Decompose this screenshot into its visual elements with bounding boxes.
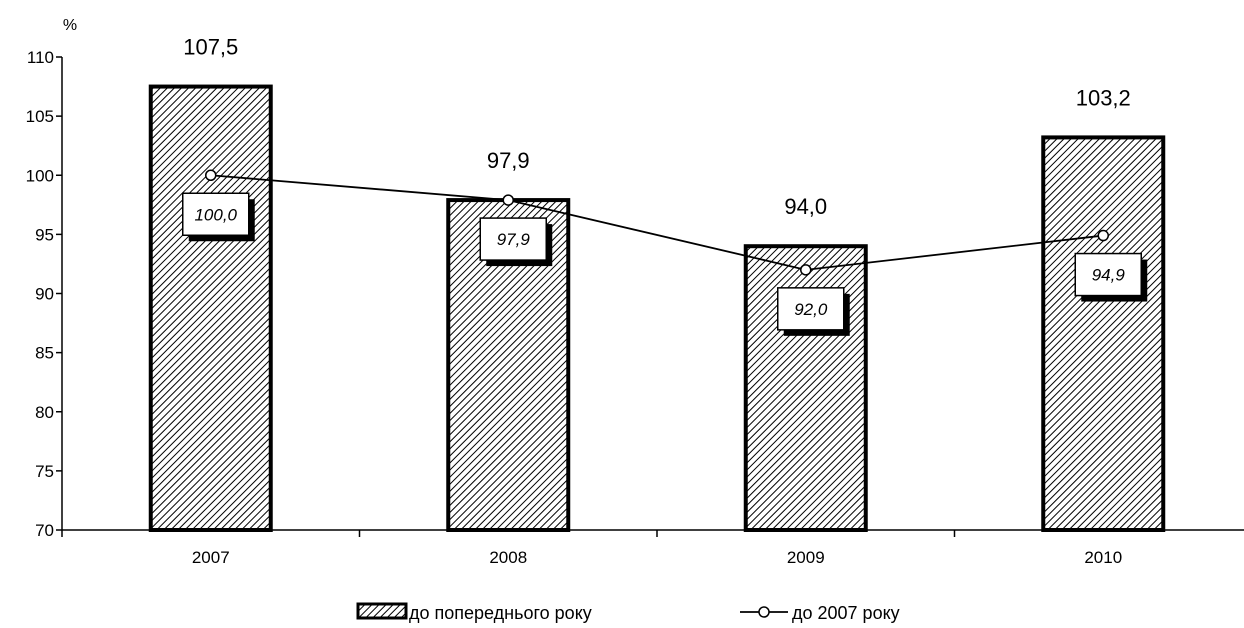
y-tick-label: 105: [26, 107, 54, 126]
y-tick-label: 90: [35, 285, 54, 304]
x-tick-label: 2008: [489, 548, 527, 567]
legend-label-bars: до попереднього року: [409, 603, 592, 623]
line-point-2007: [205, 169, 217, 181]
point-value-label: 97,9: [497, 230, 531, 249]
bar-2010: [1041, 135, 1166, 532]
point-value-label: 92,0: [794, 300, 828, 319]
x-tick-label: 2007: [192, 548, 230, 567]
y-tick-label: 110: [27, 48, 54, 67]
y-tick-label: 80: [35, 403, 54, 422]
legend-bar-swatch: [356, 602, 408, 620]
point-label-box: [1074, 252, 1142, 297]
point-label-box: [479, 217, 547, 261]
x-tick-label: 2009: [787, 548, 825, 567]
y-tick-label: 85: [35, 344, 54, 363]
bar-value-label: 103,2: [1076, 85, 1131, 110]
line-point-2008: [502, 194, 514, 206]
point-label-box: [182, 192, 250, 236]
point-value-label: 94,9: [1092, 266, 1126, 285]
bars-layer: [148, 84, 1166, 533]
line-point-2010: [1097, 229, 1109, 242]
x-tick-label: 2010: [1084, 548, 1122, 567]
y-tick-label: 100: [26, 166, 54, 185]
y-tick-label: 75: [35, 462, 54, 481]
y-axis-unit-label: %: [63, 17, 77, 34]
line-point-2009: [800, 264, 812, 276]
legend: до попереднього року до 2007 року: [356, 602, 900, 623]
bar-value-label: 97,9: [487, 148, 530, 173]
legend-label-line: до 2007 року: [792, 603, 900, 623]
line-series-path: [210, 174, 1104, 271]
point-label-box: [777, 287, 845, 331]
labels-layer: 107,5 97,9 94,0 103,2 100,0 97,9 92,0 94,9: [182, 35, 1148, 336]
point-value-label: 100,0: [194, 205, 237, 224]
line-layer: [205, 169, 1109, 276]
y-tick-label: 95: [35, 225, 54, 244]
legend-marker-icon: [758, 606, 770, 618]
axes-layer: 70 75 80 85 90 95 100 105 110 2007 2008 2009 2010%: [26, 17, 1244, 567]
bar-value-label: 107,5: [183, 35, 238, 60]
y-tick-label: 70: [35, 521, 54, 540]
bar-value-label: 94,0: [784, 194, 827, 219]
bar-2007: [148, 84, 273, 532]
